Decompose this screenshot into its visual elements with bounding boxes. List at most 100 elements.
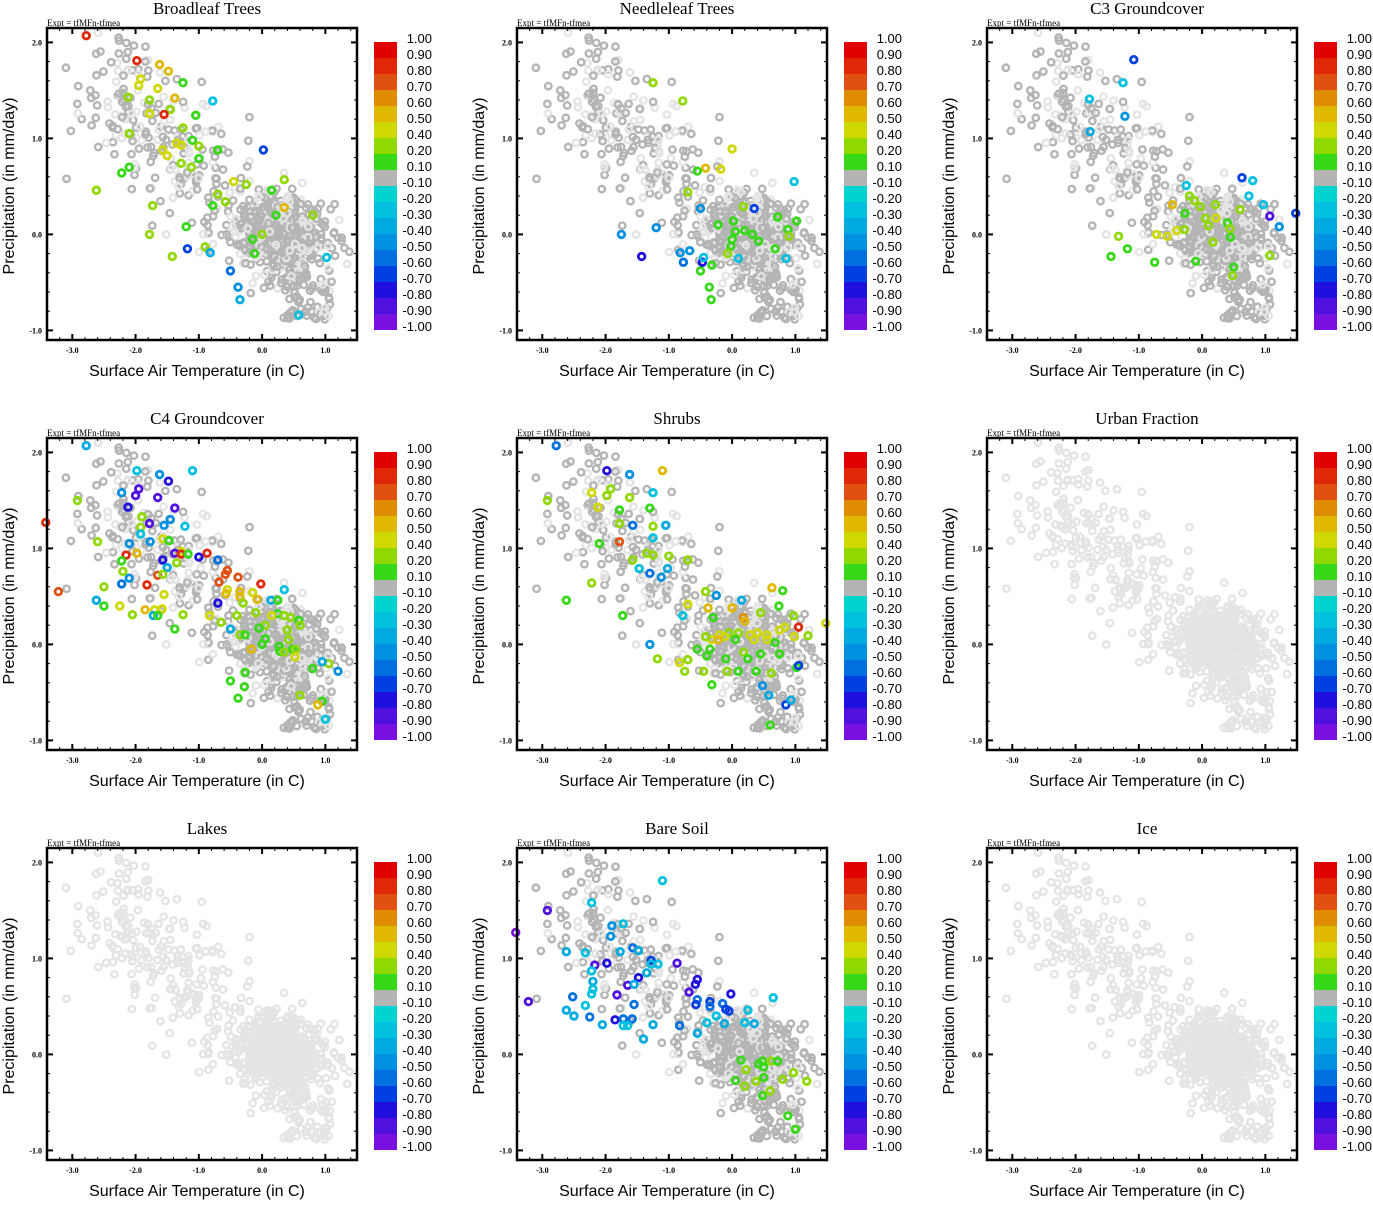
data-point — [1014, 101, 1020, 107]
data-point-highlight — [237, 296, 244, 303]
data-point-highlight — [791, 178, 798, 185]
data-point-highlight — [144, 582, 151, 589]
colorbar-segment — [844, 106, 867, 122]
data-point — [230, 197, 236, 203]
data-point-highlight — [120, 568, 127, 575]
data-point — [538, 128, 544, 134]
data-point — [326, 294, 332, 300]
data-point-highlight — [146, 231, 153, 238]
data-point — [100, 478, 106, 484]
data-point — [716, 607, 722, 613]
data-point — [619, 222, 625, 228]
data-point — [533, 586, 539, 592]
data-point — [759, 186, 765, 192]
colorbar-label: 0.10 — [877, 159, 902, 174]
colorbar-label: 1.00 — [407, 441, 432, 456]
data-point — [617, 595, 623, 601]
data-point — [1186, 114, 1192, 120]
data-point-highlight — [165, 478, 172, 485]
colorbar-label: -0.50 — [872, 239, 902, 254]
data-point — [104, 98, 110, 104]
data-point — [160, 93, 166, 99]
colorbar-label: -0.60 — [1342, 255, 1372, 270]
data-point — [341, 655, 347, 661]
colorbar-segment — [374, 596, 397, 612]
x-tick-label: -2.0 — [129, 756, 142, 765]
data-point — [177, 600, 183, 606]
data-point — [152, 175, 158, 181]
data-point — [1136, 249, 1142, 255]
data-point — [88, 505, 94, 511]
data-point-highlight — [159, 571, 166, 578]
colorbar-label: 0.50 — [407, 111, 432, 126]
colorbar-label: -0.10 — [1342, 175, 1372, 190]
data-point-highlight — [126, 164, 133, 171]
colorbar-label: 0.70 — [1347, 79, 1372, 94]
data-point — [533, 176, 539, 182]
data-point-highlight — [74, 497, 81, 504]
data-point-highlight — [729, 146, 736, 153]
data-point — [565, 144, 571, 150]
colorbar-label: 1.00 — [1347, 31, 1372, 46]
colorbar-segment — [844, 90, 867, 106]
data-point-highlight — [258, 581, 265, 588]
data-point-highlight — [171, 626, 178, 633]
colorbar-segment — [844, 250, 867, 266]
data-point-highlight — [118, 581, 125, 588]
data-point — [131, 452, 137, 458]
data-point — [619, 632, 625, 638]
data-point — [1268, 279, 1274, 285]
data-point — [679, 537, 685, 543]
data-point — [751, 580, 757, 586]
colorbar-label: -0.30 — [872, 207, 902, 222]
data-point — [668, 79, 674, 85]
data-point — [1100, 93, 1106, 99]
data-point — [558, 122, 564, 128]
x-axis-label: Surface Air Temperature (in C) — [89, 363, 305, 380]
data-point — [246, 114, 252, 120]
data-point — [723, 683, 729, 689]
data-point-highlight — [173, 560, 180, 567]
data-point — [637, 620, 643, 626]
colorbar-segment — [374, 628, 397, 644]
data-point — [622, 585, 628, 591]
colorbar-label: 0.80 — [407, 473, 432, 488]
data-point — [659, 630, 665, 636]
data-point — [1033, 51, 1039, 57]
colorbar: 1.000.900.800.700.600.500.400.200.10-0.1… — [374, 31, 432, 334]
data-point-highlight — [243, 181, 250, 188]
colorbar-segment — [1314, 314, 1337, 330]
data-point-highlight — [129, 611, 136, 618]
colorbar-label: -0.60 — [872, 255, 902, 270]
colorbar-segment — [374, 106, 397, 122]
data-point — [162, 78, 168, 84]
colorbar-segment — [844, 138, 867, 154]
data-point — [93, 115, 99, 121]
data-point — [666, 542, 672, 548]
data-point-highlight — [166, 537, 173, 544]
data-point — [1084, 73, 1090, 79]
data-point-highlight — [227, 678, 234, 685]
data-point — [1134, 111, 1140, 117]
data-point — [788, 200, 794, 206]
x-tick-label: -3.0 — [66, 756, 79, 765]
x-axis-label: Surface Air Temperature (in C) — [559, 363, 775, 380]
y-tick-label: 1.0 — [972, 134, 982, 143]
data-point — [95, 554, 101, 560]
data-point — [671, 572, 677, 578]
data-point — [93, 461, 99, 467]
data-point — [563, 482, 569, 488]
data-point — [131, 42, 137, 48]
data-point — [1103, 231, 1109, 237]
data-point — [692, 182, 698, 188]
colorbar-label: 0.20 — [407, 143, 432, 158]
colorbar-segment — [374, 452, 397, 468]
data-point — [1140, 231, 1146, 237]
data-point — [1075, 71, 1081, 77]
data-point — [125, 49, 131, 55]
data-point — [1089, 118, 1095, 124]
data-point-highlight — [1246, 193, 1253, 200]
data-point — [586, 460, 592, 466]
